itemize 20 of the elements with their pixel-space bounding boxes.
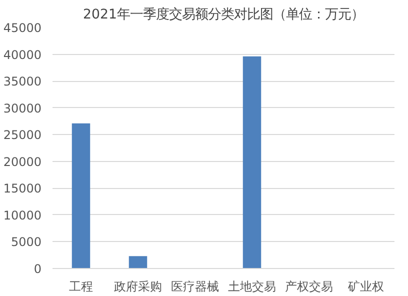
y-tick-label: 25000 [3,128,42,142]
x-tick-label: 产权交易 [285,280,333,294]
y-tick-label: 35000 [3,74,42,89]
x-tick-label: 土地交易 [228,280,276,294]
bar [242,56,262,268]
chart-title: 2021年一季度交易额分类对比图（单位：万元） [83,6,364,22]
x-tick-label: 政府采购 [114,280,162,294]
y-tick-label: 45000 [3,21,42,35]
y-tick-label: 20000 [3,154,42,169]
y-tick-label: 30000 [3,101,42,116]
x-tick-label: 医疗器械 [171,280,219,294]
y-tick-label: 0 [34,262,42,276]
x-tick-label: 工程 [69,280,93,294]
x-tick-label: 矿业权 [347,280,384,294]
y-tick-label: 10000 [3,208,42,222]
y-tick-label: 40000 [3,48,42,62]
y-tick-label: 15000 [3,182,42,196]
y-tick-label: 5000 [10,235,42,250]
bar [128,256,148,268]
bar [72,123,90,268]
